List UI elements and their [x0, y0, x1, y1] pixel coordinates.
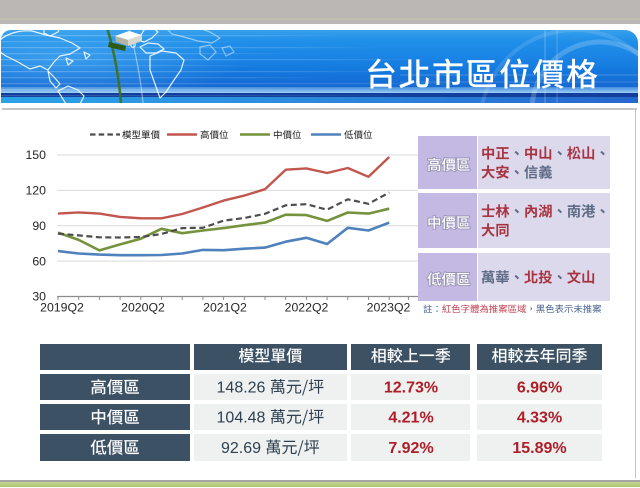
- svg-text:120: 120: [25, 184, 46, 198]
- svg-text:148.26: 148.26: [217, 380, 266, 397]
- svg-text:150: 150: [25, 148, 46, 162]
- svg-text:90: 90: [32, 219, 46, 233]
- svg-text:104.48: 104.48: [217, 410, 266, 427]
- svg-text:6.96%: 6.96%: [517, 380, 562, 397]
- svg-text:7.92%: 7.92%: [388, 440, 433, 457]
- svg-text:4.21%: 4.21%: [388, 410, 433, 427]
- svg-text:4.33%: 4.33%: [517, 410, 562, 427]
- svg-text:60: 60: [32, 254, 46, 268]
- svg-text:15.89%: 15.89%: [512, 440, 566, 457]
- svg-text:2021Q2: 2021Q2: [203, 301, 247, 315]
- svg-text:2019Q2: 2019Q2: [40, 301, 84, 315]
- svg-text:30: 30: [32, 290, 46, 304]
- svg-text:2020Q2: 2020Q2: [121, 301, 165, 315]
- svg-text:2023Q2: 2023Q2: [367, 301, 411, 315]
- svg-text:2022Q2: 2022Q2: [285, 301, 329, 315]
- svg-text:12.73%: 12.73%: [384, 380, 438, 397]
- svg-text:92.69: 92.69: [221, 440, 261, 457]
